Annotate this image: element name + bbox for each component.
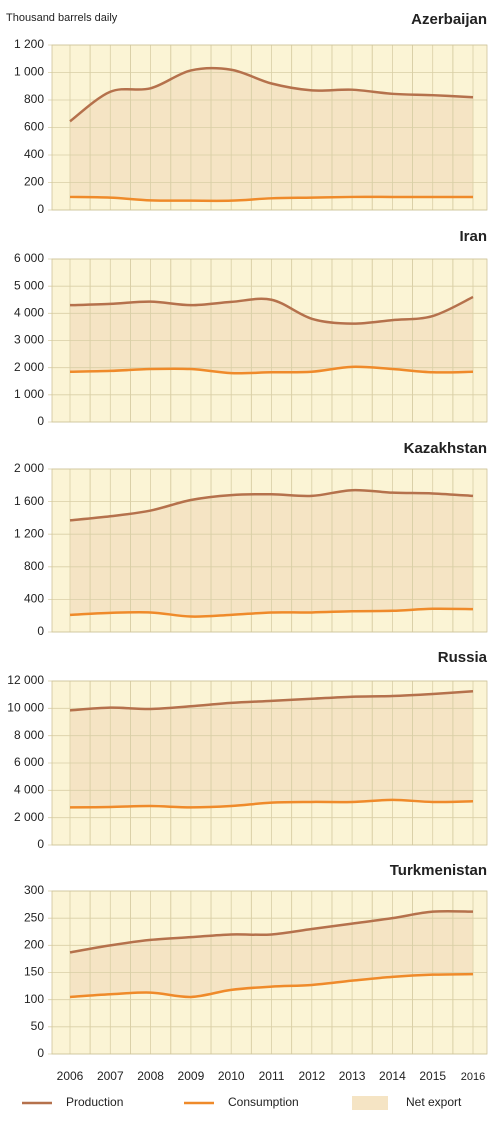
y-tick-label: 0	[37, 414, 44, 428]
panel-title: Iran	[459, 228, 487, 245]
series-line	[69, 66, 474, 123]
series-line	[69, 690, 474, 712]
y-tick-label: 800	[24, 559, 44, 573]
y-tick-label: 400	[24, 592, 44, 606]
series-line	[69, 295, 474, 325]
y-tick-label: 50	[31, 1019, 45, 1033]
plot-frame	[51, 468, 488, 633]
y-tick-label: 8 000	[14, 728, 44, 742]
y-tick-label: 1 000	[14, 387, 44, 401]
legend-label: Consumption	[228, 1095, 299, 1109]
y-tick-label: 1 600	[14, 494, 44, 508]
x-tick-label: 2013	[339, 1069, 366, 1083]
y-tick-label: 200	[24, 938, 44, 952]
y-tick-label: 2 000	[14, 360, 44, 374]
x-tick-label: 2008	[137, 1069, 164, 1083]
y-tick-label: 1 200	[14, 37, 44, 51]
y-tick-label: 0	[37, 837, 44, 851]
y-axis-label: Thousand barrels daily	[6, 12, 118, 24]
x-tick-label: 2007	[97, 1069, 124, 1083]
x-tick-label: 2009	[178, 1069, 205, 1083]
plot-frame	[51, 890, 488, 1055]
series-line	[69, 607, 474, 618]
x-tick-label: 2006	[57, 1069, 84, 1083]
y-tick-label: 250	[24, 910, 44, 924]
x-tick-label: 2011	[259, 1069, 285, 1083]
x-tick-label: 2010	[218, 1069, 245, 1083]
panel-title: Kazakhstan	[404, 440, 487, 457]
series-line	[69, 798, 474, 809]
y-tick-label: 0	[37, 1046, 44, 1060]
y-tick-label: 200	[24, 175, 44, 189]
plot-frame	[51, 44, 488, 211]
y-tick-label: 5 000	[14, 278, 44, 292]
y-tick-label: 6 000	[14, 251, 44, 265]
x-tick-label: 2016	[461, 1071, 485, 1083]
y-tick-label: 800	[24, 92, 44, 106]
series-line	[69, 972, 474, 999]
series-line	[69, 365, 474, 375]
plot-frame	[51, 680, 488, 846]
y-tick-label: 300	[24, 883, 44, 897]
series-line	[69, 909, 474, 954]
legend-swatch	[352, 1096, 388, 1110]
x-tick-label: 2015	[419, 1069, 446, 1083]
y-tick-label: 150	[24, 965, 44, 979]
y-tick-label: 2 000	[14, 461, 44, 475]
y-tick-label: 0	[37, 202, 44, 216]
y-tick-label: 4 000	[14, 306, 44, 320]
y-tick-label: 1 200	[14, 526, 44, 540]
y-tick-label: 400	[24, 147, 44, 161]
panel-title: Russia	[438, 649, 488, 666]
y-tick-label: 600	[24, 120, 44, 134]
y-tick-label: 12 000	[7, 673, 44, 687]
y-tick-label: 10 000	[7, 701, 44, 715]
y-tick-label: 0	[37, 624, 44, 638]
y-tick-label: 2 000	[14, 810, 44, 824]
series-line	[69, 195, 473, 203]
y-tick-label: 3 000	[14, 333, 44, 347]
y-tick-label: 1 000	[14, 65, 44, 79]
series-line	[69, 488, 474, 522]
plot-frame	[51, 258, 488, 423]
legend-label: Production	[66, 1095, 123, 1109]
y-tick-label: 4 000	[14, 783, 44, 797]
x-tick-label: 2014	[379, 1069, 406, 1083]
y-tick-label: 100	[24, 992, 44, 1006]
legend-label: Net export	[406, 1095, 462, 1109]
panel-title: Azerbaijan	[411, 11, 487, 28]
y-tick-label: 6 000	[14, 755, 44, 769]
x-tick-label: 2012	[298, 1069, 325, 1083]
panel-title: Turkmenistan	[390, 862, 487, 879]
